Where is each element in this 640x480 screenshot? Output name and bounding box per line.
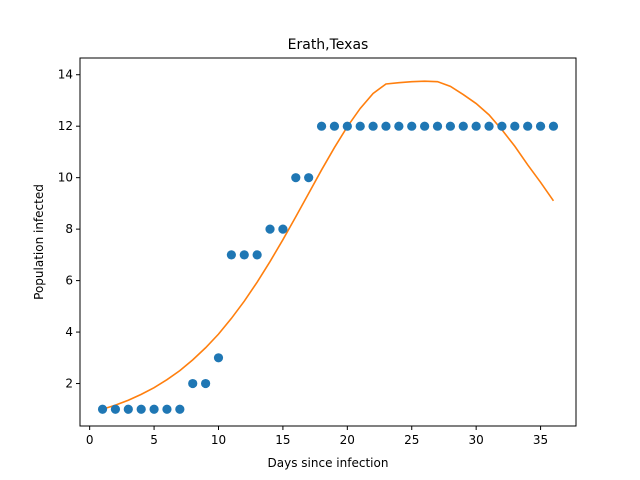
- x-tick-label: 0: [86, 433, 94, 447]
- data-point: [523, 121, 533, 131]
- x-tick-label: 25: [404, 433, 419, 447]
- data-point: [162, 404, 172, 414]
- data-point: [110, 404, 121, 414]
- data-point: [136, 404, 146, 414]
- data-point: [252, 250, 262, 260]
- data-point: [432, 121, 443, 131]
- data-point: [316, 121, 327, 131]
- points-layer: [97, 121, 559, 414]
- data-point: [535, 121, 546, 131]
- data-point: [278, 224, 288, 234]
- data-point: [548, 121, 559, 131]
- x-axis-title: Days since infection: [268, 456, 389, 470]
- data-point: [149, 404, 159, 414]
- data-point: [175, 404, 185, 414]
- y-tick-label: 12: [58, 119, 73, 133]
- data-point: [445, 121, 455, 131]
- data-point: [188, 378, 198, 389]
- y-tick-label: 14: [58, 68, 73, 82]
- data-point: [484, 121, 494, 131]
- y-tick-label: 6: [65, 274, 73, 288]
- y-tick-label: 2: [65, 377, 73, 391]
- data-point: [239, 250, 249, 260]
- data-point: [394, 121, 404, 131]
- x-tick-label: 35: [533, 433, 548, 447]
- chart-title: Erath,Texas: [288, 37, 369, 53]
- data-point: [97, 404, 108, 414]
- y-axis-ticks: 2 4 6 8 10 12 14: [58, 68, 80, 391]
- x-axis-ticks: 0 5 10 15 20 25 30 35: [86, 426, 548, 447]
- x-tick-label: 10: [211, 433, 226, 447]
- data-point: [497, 121, 507, 131]
- fit-curve: [102, 80, 555, 411]
- data-point: [201, 378, 211, 389]
- x-tick-label: 20: [340, 433, 355, 447]
- y-axis-title: Population infected: [32, 184, 46, 300]
- data-point: [381, 121, 391, 131]
- data-point: [291, 173, 301, 183]
- x-tick-label: 30: [469, 433, 484, 447]
- data-point: [420, 121, 430, 131]
- data-point: [510, 121, 520, 131]
- data-point: [368, 121, 378, 131]
- data-point: [226, 250, 236, 260]
- data-point: [355, 121, 365, 131]
- axes-frame: [79, 57, 577, 427]
- data-point: [471, 121, 481, 131]
- y-tick-label: 4: [65, 325, 73, 339]
- data-point: [213, 353, 224, 363]
- y-tick-label: 10: [58, 171, 73, 185]
- y-tick-label: 8: [65, 222, 73, 236]
- data-point: [329, 121, 340, 131]
- data-point: [123, 404, 133, 414]
- data-point: [458, 121, 468, 131]
- data-point: [304, 173, 314, 183]
- data-point: [342, 121, 352, 131]
- data-point: [407, 121, 417, 131]
- x-tick-label: 5: [150, 433, 158, 447]
- data-point: [265, 224, 275, 234]
- fit-line-layer: [102, 80, 555, 411]
- x-tick-label: 15: [275, 433, 290, 447]
